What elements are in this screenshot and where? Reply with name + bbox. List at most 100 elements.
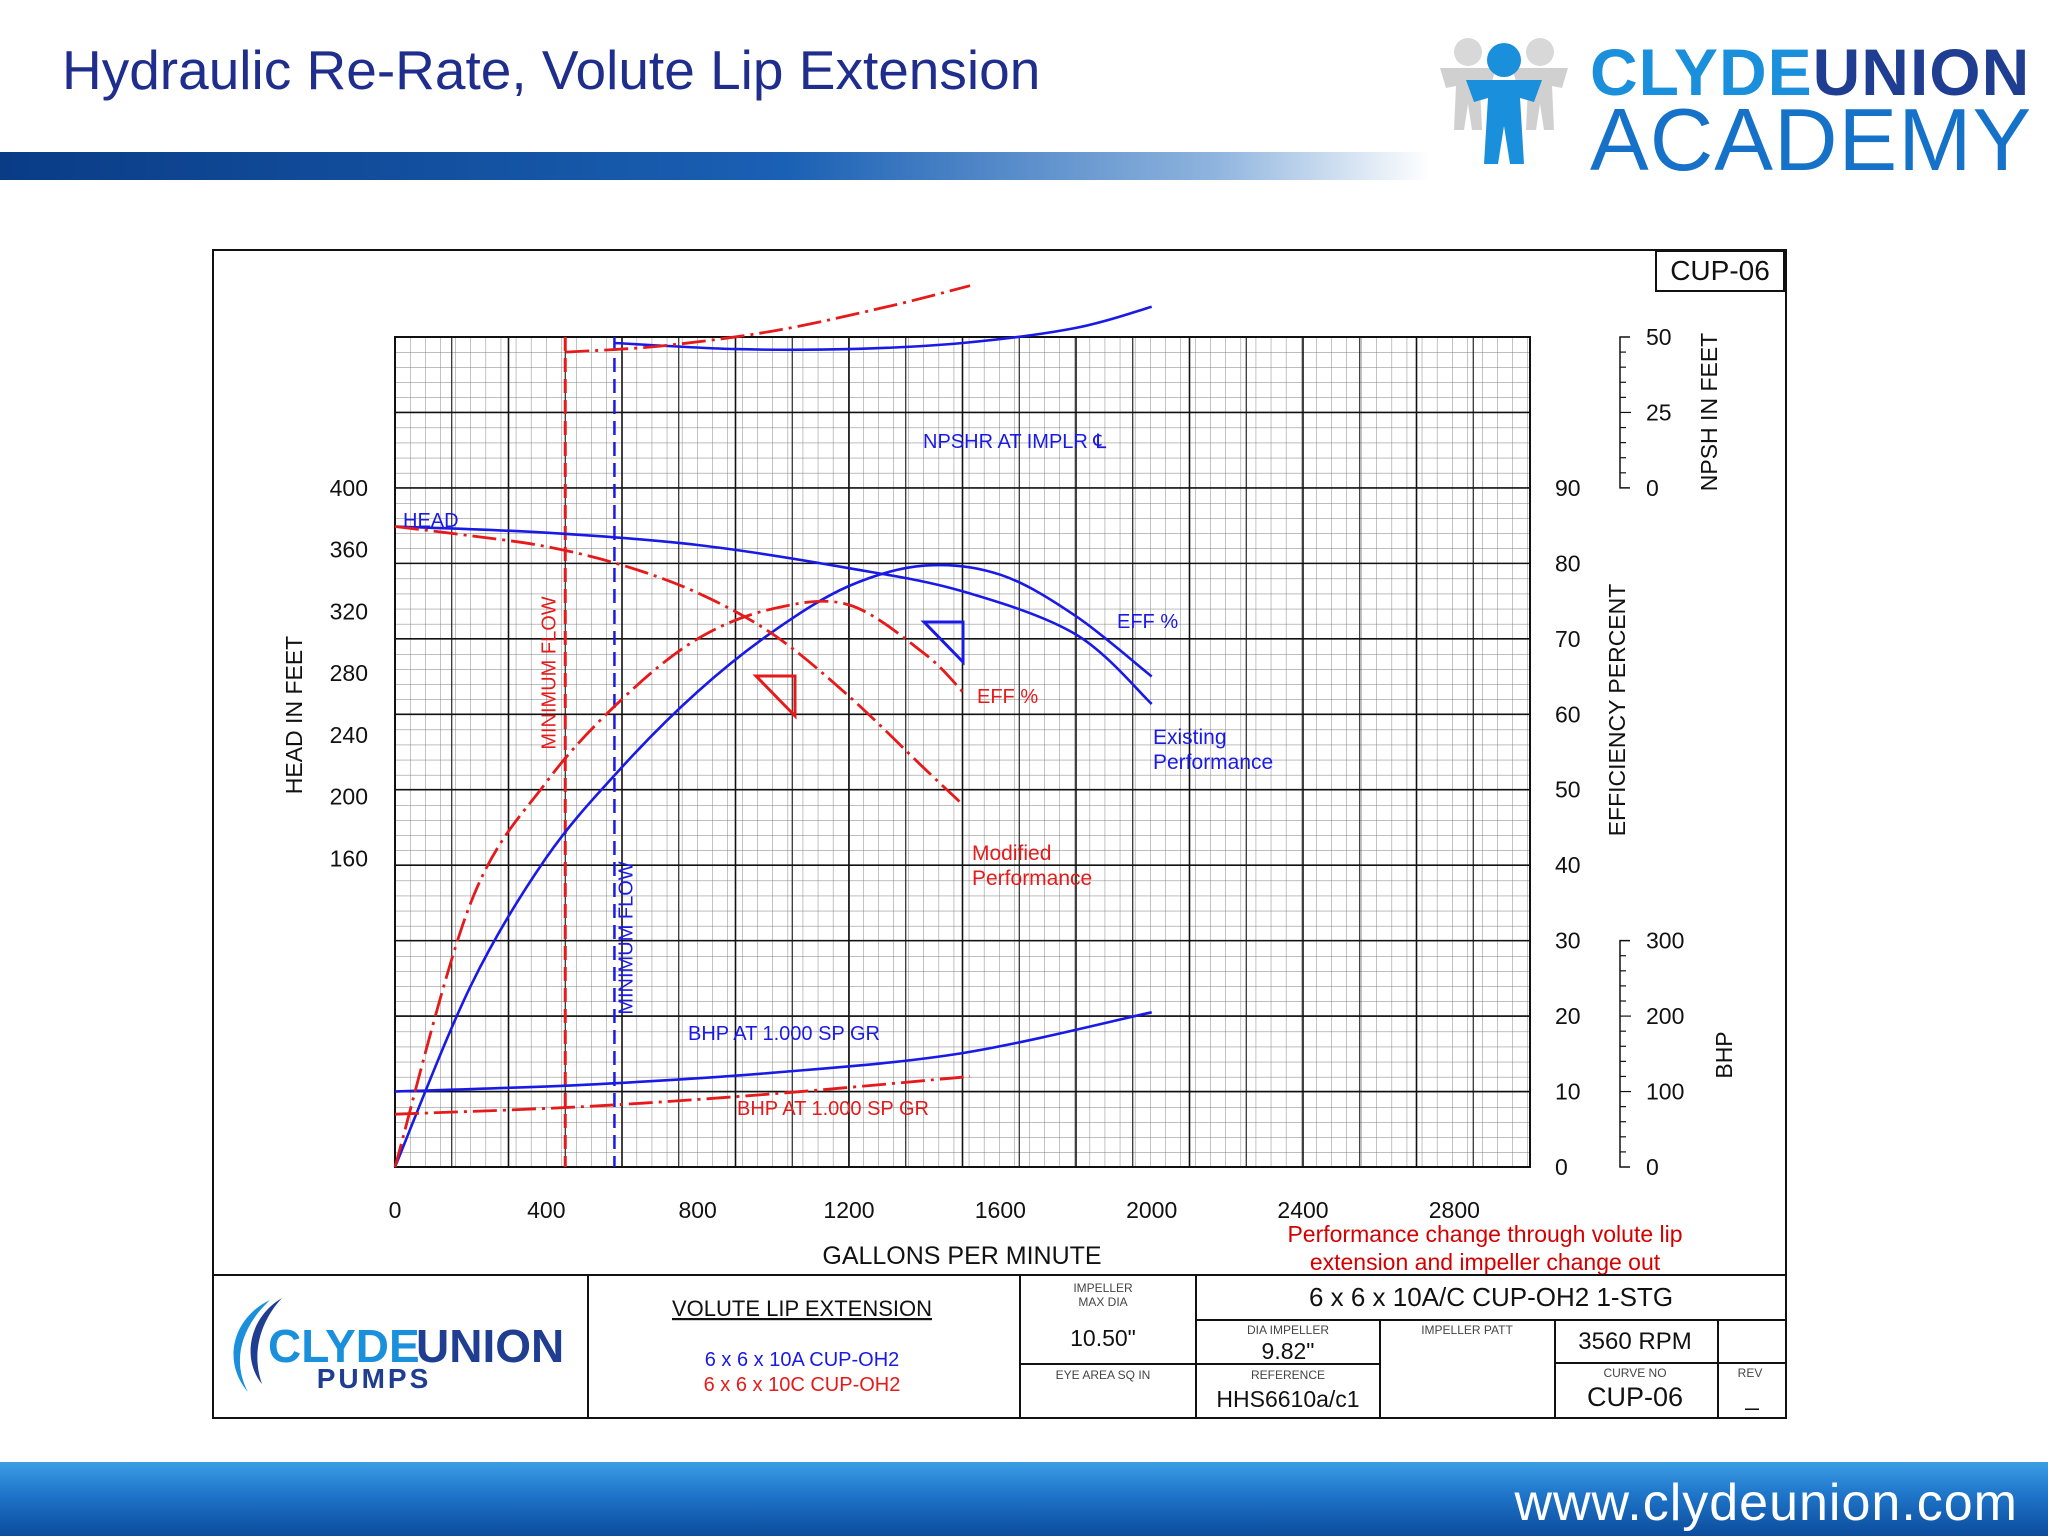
- existing-npsh-curve: [614, 305, 1153, 352]
- existing-head-curve: [394, 525, 1153, 705]
- efficiency-tick-label: 80: [1555, 550, 1581, 576]
- dia-impeller-label: DIA IMPELLER: [1247, 1323, 1329, 1337]
- head-tick-label: 240: [330, 722, 368, 748]
- head-curve-label: HEAD: [403, 510, 459, 532]
- modified-efficiency-curve: [393, 599, 964, 1168]
- slide-title: Hydraulic Re-Rate, Volute Lip Extension: [62, 39, 1041, 101]
- model-existing: 6 x 6 x 10A CUP-OH2: [705, 1349, 900, 1371]
- modified-performance-label-line1: Modified: [972, 842, 1051, 865]
- dia-impeller-value: 9.82": [1262, 1338, 1315, 1364]
- npsh-tick-label: 50: [1646, 324, 1672, 350]
- head-tick-label: 200: [330, 784, 368, 810]
- curve-layer: [393, 284, 1153, 1168]
- speed-value: 3560 RPM: [1578, 1328, 1691, 1355]
- reference-value: HHS6610a/c1: [1216, 1386, 1359, 1412]
- logo-pumps-text: PUMPS: [317, 1363, 432, 1394]
- impeller-patt-label: IMPELLER PATT: [1421, 1323, 1513, 1337]
- title-block-heading: VOLUTE LIP EXTENSION: [672, 1296, 932, 1321]
- curve-no-label: CURVE NO: [1603, 1366, 1666, 1380]
- x-tick-label: 1600: [975, 1197, 1026, 1223]
- efficiency-tick-label: 60: [1555, 701, 1581, 727]
- swoosh-icon: [233, 1300, 270, 1392]
- npsh-tick-label: 25: [1646, 399, 1672, 425]
- bhp-tick-label: 100: [1646, 1079, 1684, 1105]
- efficiency-tick-label: 0: [1555, 1154, 1568, 1180]
- modified-bhp-curve: [394, 1075, 971, 1116]
- head-tick-label: 280: [330, 660, 368, 686]
- head-tick-label: 320: [330, 598, 368, 624]
- bhp-tick-label: 300: [1646, 928, 1684, 954]
- bhp-curve-label-existing: BHP AT 1.000 SP GR: [688, 1023, 880, 1045]
- head-axis: 160 200 240 280 320 360 400: [330, 475, 368, 871]
- efficiency-tick-label: 10: [1555, 1079, 1581, 1105]
- efficiency-tick-label: 50: [1555, 777, 1581, 803]
- efficiency-marker-existing: [920, 620, 965, 666]
- impeller-max-dia-label-2: MAX DIA: [1078, 1295, 1127, 1309]
- model-modified: 6 x 6 x 10C CUP-OH2: [704, 1374, 901, 1396]
- efficiency-tick-label: 90: [1555, 475, 1581, 501]
- x-tick-label: 2400: [1277, 1197, 1328, 1223]
- impeller-max-dia-value: 10.50": [1070, 1325, 1136, 1351]
- title-underline-band: [0, 152, 1430, 180]
- npsh-tick-label: 0: [1646, 475, 1659, 501]
- clydeunion-academy-logo: CLYDEUNION ACADEMY: [1420, 30, 2031, 184]
- change-note-line2: extension and impeller change out: [1310, 1249, 1661, 1275]
- minimum-flow-label-modified: MINIMUM FLOW: [538, 596, 560, 749]
- bhp-axis-line: [1619, 939, 1630, 1168]
- bhp-curve-label-modified: BHP AT 1.000 SP GR: [737, 1098, 929, 1120]
- bhp-axis-label: BHP: [1711, 1031, 1737, 1078]
- impeller-max-dia-label-1: IMPELLER: [1073, 1281, 1133, 1295]
- modified-performance-label-line2: Performance: [972, 867, 1092, 890]
- x-tick-label: 2000: [1126, 1197, 1177, 1223]
- x-tick-label: 2800: [1429, 1197, 1480, 1223]
- clydeunion-pumps-logo: CLYDE UNION PUMPS: [233, 1298, 564, 1394]
- flow-axis-label: GALLONS PER MINUTE: [822, 1242, 1101, 1270]
- logo-union-text: UNION: [416, 1320, 564, 1372]
- website-url: www.clydeunion.com: [1514, 1474, 2018, 1532]
- efficiency-axis-label: EFFICIENCY PERCENT: [1604, 584, 1630, 837]
- logo-brand-union: UNION: [1812, 35, 2031, 109]
- curve-no-value: CUP-06: [1587, 1382, 1683, 1412]
- existing-performance-label-line2: Performance: [1153, 751, 1273, 774]
- bhp-axis: 0 100 200 300: [1619, 928, 1684, 1180]
- drawing-frame: [212, 249, 1787, 1419]
- x-tick-label: 800: [678, 1197, 716, 1223]
- pump-model: 6 x 6 x 10A/C CUP-OH2 1-STG: [1309, 1282, 1673, 1312]
- footer-band: [0, 1462, 2048, 1536]
- flow-axis: 0 400 800 1200 1600 2000 2400 2800: [389, 1197, 1480, 1223]
- reference-label: REFERENCE: [1251, 1368, 1325, 1382]
- npsh-axis: 0 25 50: [1619, 324, 1672, 501]
- efficiency-curve-label-existing: EFF %: [1117, 611, 1178, 633]
- modified-head-curve: [394, 525, 964, 806]
- change-note-line1: Performance change through volute lip: [1287, 1221, 1682, 1247]
- x-tick-label: 0: [389, 1197, 402, 1223]
- existing-performance-label-line1: Existing: [1153, 726, 1227, 749]
- logo-academy-text: ACADEMY: [1590, 90, 2033, 189]
- title-block: [213, 1274, 1786, 1417]
- existing-bhp-curve: [394, 1011, 1152, 1093]
- efficiency-tick-label: 30: [1555, 928, 1581, 954]
- npsh-axis-label: NPSH IN FEET: [1696, 333, 1722, 491]
- bhp-tick-label: 200: [1646, 1003, 1684, 1029]
- existing-efficiency-curve: [393, 563, 1153, 1168]
- eye-area-label: EYE AREA SQ IN: [1056, 1368, 1151, 1382]
- x-tick-label: 400: [527, 1197, 565, 1223]
- npshr-curve-label: NPSHR AT IMPLR ℄: [923, 431, 1106, 453]
- x-tick-label: 1200: [823, 1197, 874, 1223]
- logo-brand-text: CLYDEUNION: [1590, 34, 2030, 110]
- efficiency-tick-label: 20: [1555, 1003, 1581, 1029]
- logo-brand-clyde: CLYDE: [1590, 35, 1813, 109]
- head-axis-label: HEAD IN FEET: [281, 636, 307, 794]
- people-figures-icon: [1440, 38, 1568, 164]
- minimum-flow-label-existing: MINIMUM FLOW: [615, 861, 637, 1014]
- efficiency-marker-modified: [752, 674, 797, 720]
- efficiency-curve-label-modified: EFF %: [977, 686, 1038, 708]
- curve-badge: CUP-06: [1670, 255, 1770, 286]
- modified-npsh-curve: [565, 284, 971, 354]
- efficiency-tick-label: 40: [1555, 852, 1581, 878]
- rev-value: _: [1744, 1384, 1759, 1411]
- bhp-tick-label: 0: [1646, 1154, 1659, 1180]
- logo-clyde-text: CLYDE: [268, 1320, 420, 1372]
- efficiency-axis: 0 10 20 30 40 50 60 70 80 90: [1555, 475, 1581, 1180]
